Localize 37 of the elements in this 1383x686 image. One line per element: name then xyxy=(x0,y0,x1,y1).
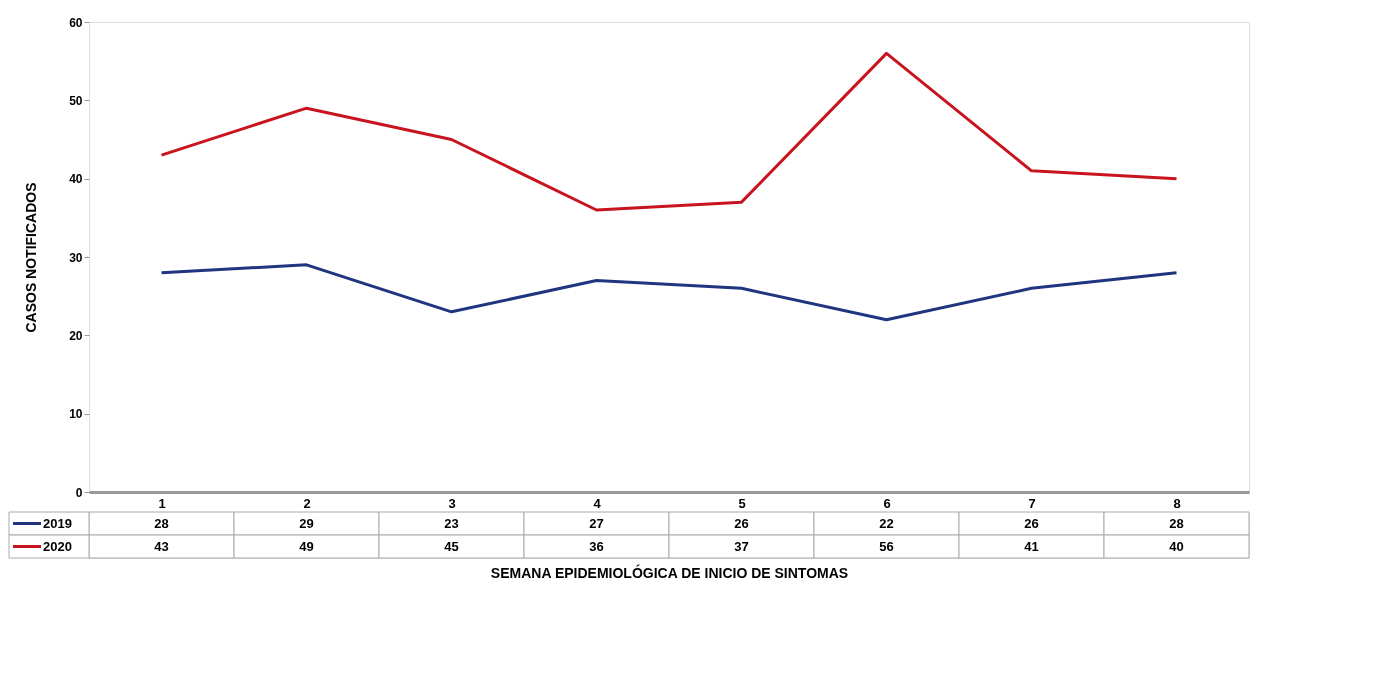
data-label: 40 xyxy=(1169,538,1184,554)
x-tick-label: 2 xyxy=(303,495,311,511)
line-series xyxy=(160,51,1178,212)
data-label: 37 xyxy=(734,538,749,554)
x-tick-label: 8 xyxy=(1173,495,1181,511)
data-label: 26 xyxy=(734,515,749,531)
data-label: 26 xyxy=(1024,515,1039,531)
y-tick-label: 0 xyxy=(75,485,83,500)
data-label: 22 xyxy=(879,515,894,531)
x-tick-label: 7 xyxy=(1028,495,1036,511)
data-label: 49 xyxy=(299,538,314,554)
y-tick-label: 20 xyxy=(69,328,83,343)
data-label: 28 xyxy=(154,515,169,531)
y-tick-label: 40 xyxy=(69,172,83,187)
y-tick-label: 50 xyxy=(69,93,83,108)
x-axis-title: SEMANA EPIDEMIOLÓGICA DE INICIO DE SINTOMAS xyxy=(490,563,849,581)
data-label: 36 xyxy=(589,538,604,554)
data-label: 29 xyxy=(299,515,314,531)
y-tick-label: 60 xyxy=(69,15,83,30)
y-tick-label: 30 xyxy=(69,250,83,265)
legend-label: 2020 xyxy=(43,538,72,554)
data-label: 23 xyxy=(444,515,459,531)
data-label: 43 xyxy=(154,538,169,554)
data-label: 27 xyxy=(589,515,604,531)
data-label: 41 xyxy=(1024,538,1039,554)
data-label: 45 xyxy=(444,538,459,554)
data-label: 56 xyxy=(879,538,894,554)
x-tick-label: 4 xyxy=(593,495,602,511)
x-tick-label: 6 xyxy=(883,495,891,511)
line-series xyxy=(160,263,1178,322)
x-tick-label: 3 xyxy=(448,495,456,511)
y-tick-label: 10 xyxy=(69,407,83,422)
data-label: 28 xyxy=(1169,515,1184,531)
x-tick-label: 5 xyxy=(738,495,746,511)
y-axis-title: CASOS NOTIFICADOS xyxy=(23,182,40,333)
legend-label: 2019 xyxy=(43,515,72,531)
x-tick-label: 1 xyxy=(158,495,166,511)
